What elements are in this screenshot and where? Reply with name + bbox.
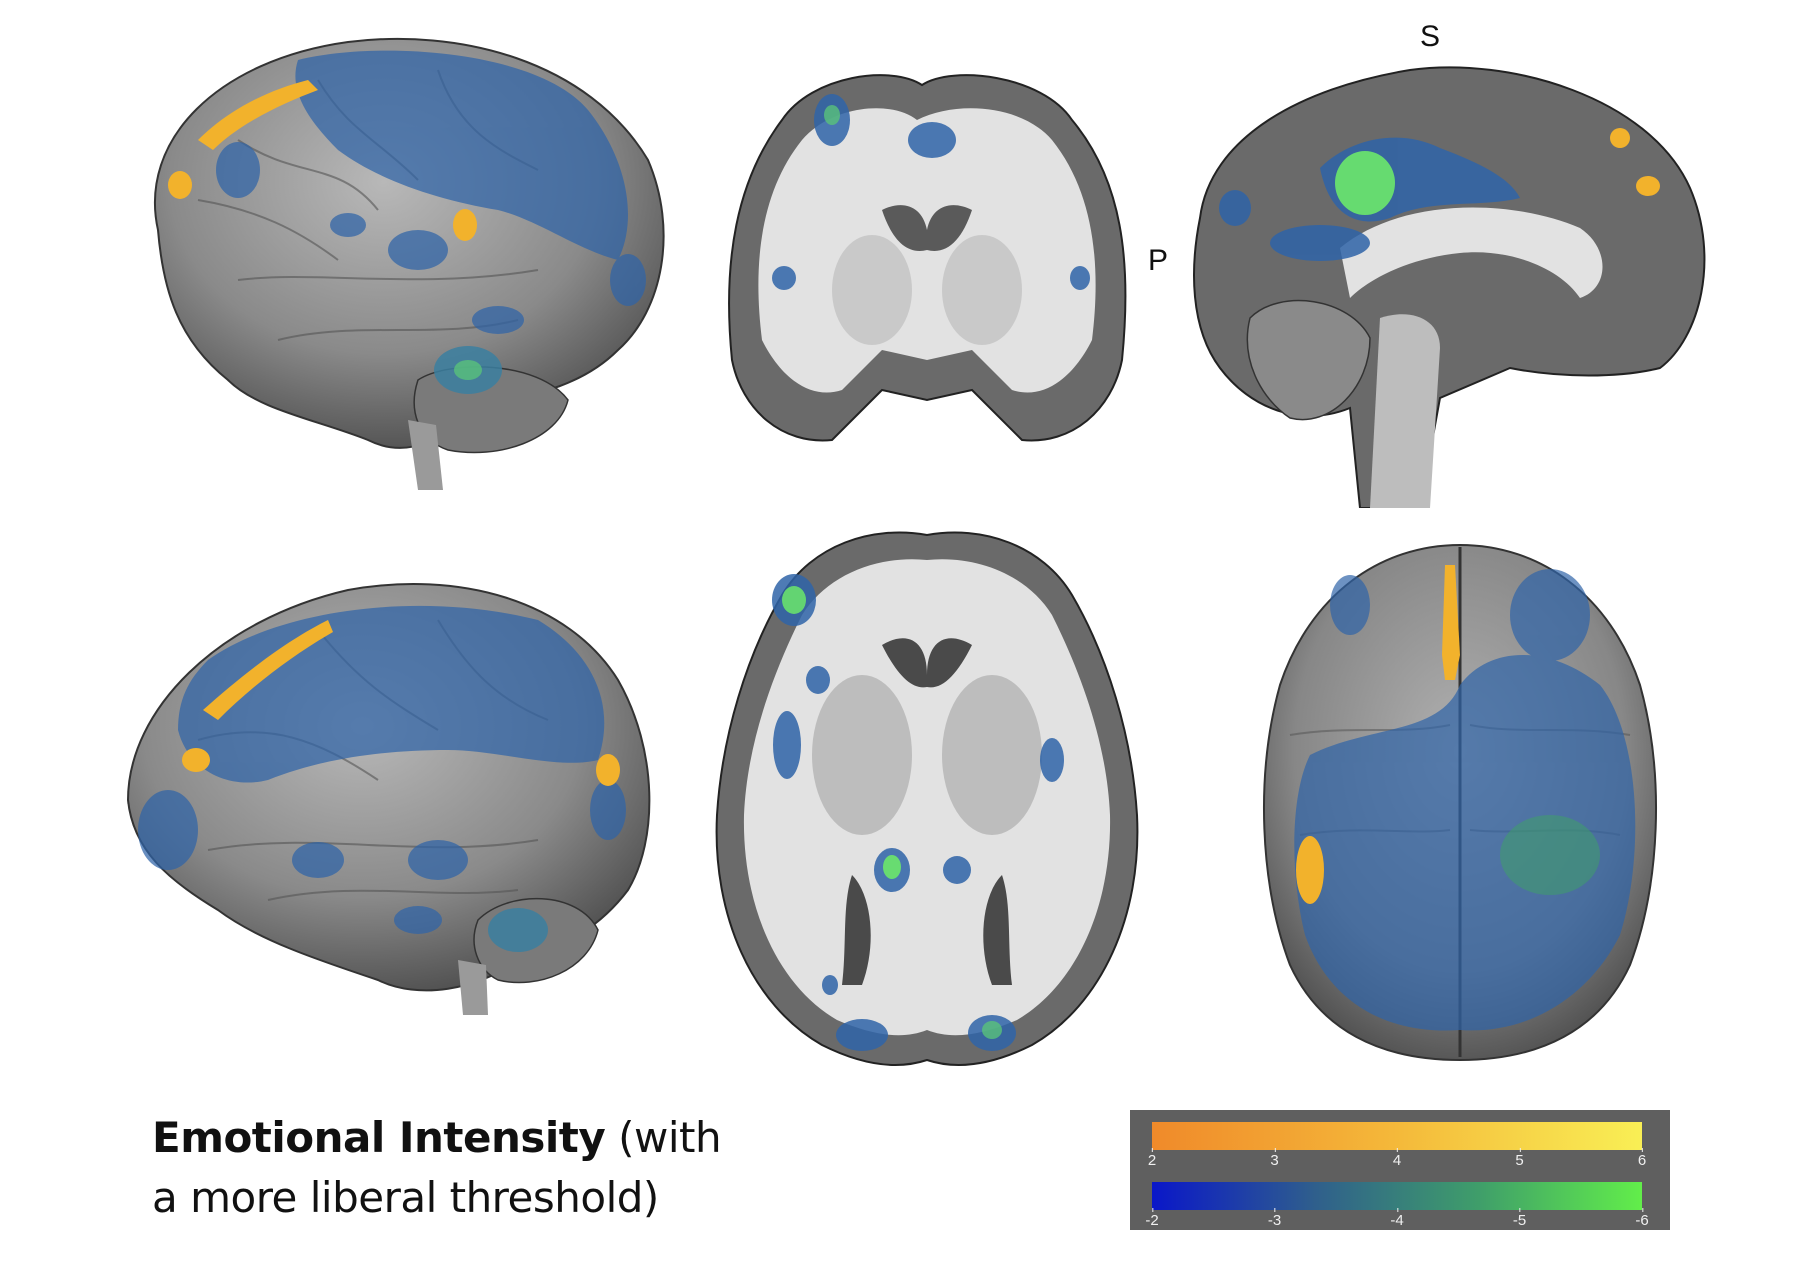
subcortical [832, 235, 1022, 345]
posterior-label: P [1148, 244, 1169, 277]
caption-line-2: a more liberal threshold) [152, 1173, 659, 1222]
negative-colorbar-ticks: -2 -3 -4 -5 -6 [1145, 1208, 1649, 1230]
axial-slice [712, 515, 1142, 1075]
peak-cluster [1335, 151, 1395, 215]
peak-cluster [1500, 815, 1600, 895]
brainstem [458, 960, 488, 1015]
brain-3d-lateral-top [118, 20, 678, 490]
negative-tick-label: -3 [1267, 1208, 1282, 1229]
corpus-callosum [1340, 207, 1603, 298]
colorbar-legend: 2 3 4 5 6 -2 -3 -4 -5 -6 [1130, 1110, 1670, 1230]
positive-activation-clusters [1296, 565, 1460, 904]
positive-colorbar-ticks: 2 3 4 5 6 [1148, 1148, 1646, 1170]
positive-tick-label: 5 [1515, 1148, 1524, 1169]
positive-activation-clusters [182, 620, 620, 786]
superior-label: S [1420, 20, 1441, 53]
caption-title-suffix: (with [605, 1113, 722, 1162]
brainstem [408, 420, 443, 490]
negative-activation-clusters [1294, 569, 1636, 1031]
figure-caption: Emotional Intensity (with a more liberal… [152, 1108, 722, 1228]
negative-colorbar [1152, 1182, 1642, 1210]
negative-tick-label: -2 [1145, 1208, 1159, 1229]
slice-white-matter [743, 559, 1111, 1036]
ventricles [842, 638, 1012, 985]
negative-activation-clusters [216, 50, 646, 334]
brain-3d-top [1250, 535, 1670, 1065]
cerebellum [1246, 299, 1371, 421]
brain-3d-lateral-bottom [118, 560, 678, 1020]
basal-ganglia [812, 675, 1042, 835]
positive-colorbar [1152, 1122, 1642, 1150]
positive-activation-clusters [168, 80, 477, 241]
positive-tick-label: 2 [1147, 1148, 1157, 1169]
negative-tick-label: -4 [1390, 1208, 1404, 1229]
positive-activation-clusters [1610, 128, 1660, 196]
sagittal-slice [1180, 48, 1720, 508]
negative-tick-label: -5 [1512, 1208, 1527, 1229]
positive-tick-label: 3 [1270, 1148, 1279, 1169]
caption-line-1: Emotional Intensity (with [152, 1108, 722, 1168]
caption-title: Emotional Intensity [152, 1113, 606, 1162]
ventricles [882, 205, 972, 251]
coronal-slice [722, 60, 1132, 450]
positive-tick-label: 6 [1637, 1148, 1647, 1169]
temporal-cluster [488, 908, 548, 952]
negative-tick-label: -6 [1635, 1208, 1649, 1229]
positive-tick-label: 4 [1392, 1148, 1402, 1169]
brainstem [1370, 314, 1440, 508]
